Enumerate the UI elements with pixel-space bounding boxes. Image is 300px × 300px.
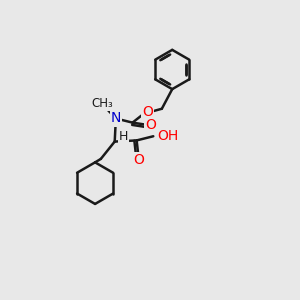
Text: H: H [119,130,128,143]
Text: N: N [111,112,121,125]
Text: O: O [133,153,144,167]
Text: CH₃: CH₃ [91,98,113,110]
Text: O: O [145,118,156,132]
Text: OH: OH [158,129,179,143]
Text: O: O [142,105,153,119]
